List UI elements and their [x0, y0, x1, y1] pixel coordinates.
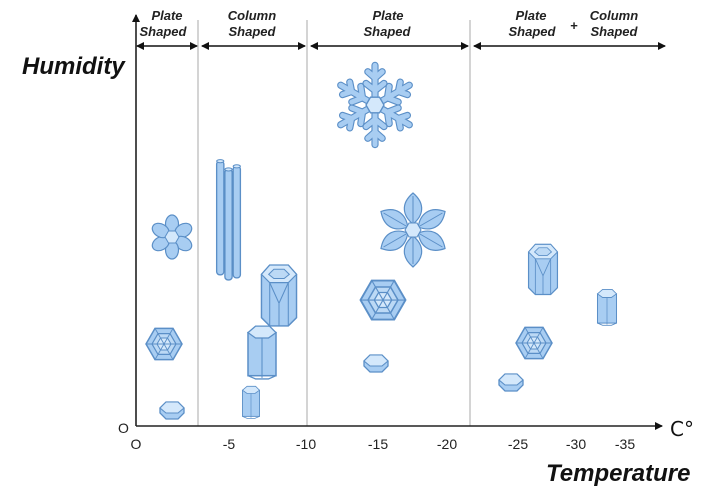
region-headers: Plate Shaped Column Shaped Plate Shaped …: [140, 8, 639, 39]
x-tick-label: -5: [223, 436, 236, 452]
x-tick-label: -30: [566, 436, 586, 452]
header-2-line-2: Shaped: [229, 24, 277, 39]
small-plate-icon: [159, 401, 185, 420]
solid-column-icon: [247, 325, 277, 380]
header-2-line-1: Column: [228, 8, 276, 23]
x-tick-label: -10: [296, 436, 316, 452]
x-axis-title: Temperature: [546, 460, 691, 487]
hollow-column-icon: [260, 264, 298, 327]
x-tick-label: -35: [615, 436, 635, 452]
header-3-line-1: Plate: [372, 8, 403, 23]
small-plate-icon: [498, 373, 524, 392]
small-plate-icon: [363, 354, 389, 373]
hexagonal-plate-icon: [515, 326, 553, 360]
plate-flower-icon: [149, 214, 195, 260]
plus-sign: +: [570, 18, 578, 33]
solid-column-icon: [596, 288, 618, 326]
header-1-line-2: Shaped: [140, 24, 188, 39]
stellar-dendrite-icon: [336, 65, 414, 144]
solid-column-icon: [241, 385, 261, 419]
header-5-line-2: Shaped: [591, 24, 639, 39]
column-needle-icon: [215, 158, 242, 281]
sector-plate-icon: [376, 192, 450, 268]
y-axis-title: Humidity: [22, 53, 126, 80]
hexagonal-plate-icon: [145, 327, 183, 361]
region-dividers: [197, 20, 471, 426]
y-origin-label: O: [118, 420, 129, 436]
header-5-line-1: Column: [590, 8, 638, 23]
hollow-column-icon: [527, 243, 559, 296]
x-tick-label: -20: [437, 436, 457, 452]
x-tick-label: -25: [508, 436, 528, 452]
axes: [132, 14, 663, 430]
header-1-line-1: Plate: [151, 8, 182, 23]
temperature-unit: C°: [670, 417, 694, 441]
hexagonal-plate-icon: [359, 279, 407, 321]
header-3-line-2: Shaped: [364, 24, 412, 39]
x-tick-label: O: [131, 436, 142, 452]
header-4-line-2: Shaped: [509, 24, 557, 39]
crystals: [145, 65, 618, 420]
x-tick-labels: O -5 -10 -15 -20 -25 -30 -35: [131, 436, 636, 452]
header-4-line-1: Plate: [515, 8, 546, 23]
x-tick-label: -15: [368, 436, 388, 452]
